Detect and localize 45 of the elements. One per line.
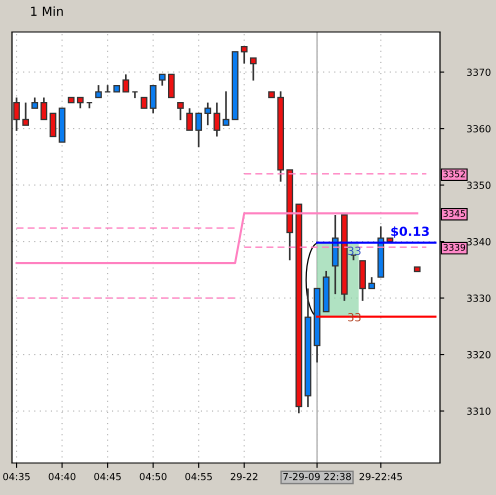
y-tick-label: 3310: [467, 408, 490, 415]
annotation: $0.13: [391, 226, 429, 238]
candlestick: [195, 112, 202, 148]
candlestick: [204, 102, 212, 126]
candlestick: [222, 90, 230, 126]
annotation: 33: [348, 246, 361, 256]
candlestick: [22, 102, 30, 126]
y2-tick-label: 3339: [443, 244, 466, 251]
candlestick: [31, 96, 38, 110]
y2-tick-label: 3345: [443, 210, 465, 217]
candlestick: [168, 74, 175, 98]
y2-tick-label: 3352: [443, 170, 465, 178]
chart-title: 1 Min: [31, 6, 63, 16]
candlestick: [76, 96, 84, 110]
candlestick: [150, 84, 157, 114]
x-tick-label: 29-22:45: [360, 472, 402, 480]
candlestick: [140, 96, 148, 109]
y-tick-label: 3360: [467, 125, 490, 132]
x-tick-label: 04:40: [48, 472, 76, 480]
candlestick: [214, 102, 220, 138]
candlestick: [95, 84, 102, 98]
candlestick: [158, 74, 166, 86]
candlestick: [132, 91, 138, 99]
candlestick: [186, 107, 193, 132]
x-tick-label: 04:55: [185, 472, 212, 480]
y-tick-label: 3340: [467, 238, 490, 246]
y-tick-label: 3370: [467, 68, 490, 76]
candlestick: [177, 102, 184, 121]
candlestick: [40, 96, 48, 120]
annotation: 33: [348, 313, 361, 322]
x-tick-label: 04:45: [94, 472, 121, 480]
candlestick: [240, 46, 248, 64]
candlestick: [13, 96, 20, 132]
candlestick: [50, 112, 56, 138]
y-tick-label: 3320: [467, 351, 490, 358]
candlestick: [368, 276, 376, 290]
candlestick: [122, 74, 130, 93]
y-tick-label: 3330: [467, 294, 490, 302]
y-tick-label: 3350: [467, 182, 490, 189]
candlestick: [350, 254, 357, 262]
candlestick: [250, 57, 257, 82]
x-tick-label: 04:35: [3, 472, 30, 480]
x-tick-label: 29-22: [230, 472, 258, 480]
x-tick-label: 04:50: [140, 472, 167, 480]
x-tick-label: 7-29-09 22:38: [283, 472, 351, 480]
